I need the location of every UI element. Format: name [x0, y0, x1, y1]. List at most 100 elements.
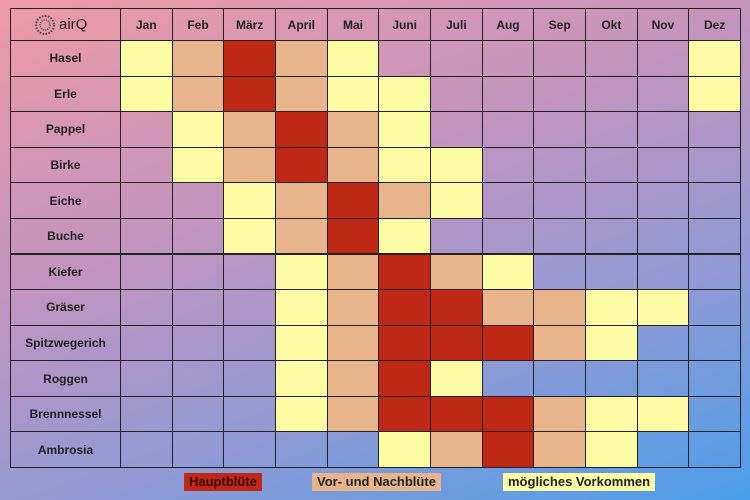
- month-header: Okt: [585, 8, 638, 41]
- empty-cell: [636, 182, 690, 219]
- empty-cell: [171, 395, 225, 433]
- bloom-cell: [326, 182, 380, 219]
- plant-name: Spitzwegerich: [10, 324, 121, 362]
- month-header: Sep: [533, 8, 586, 41]
- empty-cell: [120, 324, 173, 362]
- month-header: Nov: [636, 8, 690, 41]
- bloom-cell: [481, 431, 535, 468]
- bloom-cell: [326, 40, 380, 77]
- bloom-cell: [326, 324, 380, 362]
- plant-name: Pappel: [10, 111, 121, 148]
- month-header: Jan: [120, 8, 173, 41]
- empty-cell: [171, 182, 225, 219]
- bloom-cell: [223, 217, 276, 255]
- empty-cell: [688, 360, 741, 397]
- bloom-cell: [481, 395, 535, 433]
- bloom-cell: [533, 289, 586, 326]
- month-header: Juni: [378, 8, 431, 41]
- empty-cell: [378, 40, 431, 77]
- empty-cell: [533, 182, 586, 219]
- bloom-cell: [430, 395, 483, 433]
- empty-cell: [533, 360, 586, 397]
- month-header: April: [275, 8, 328, 41]
- empty-cell: [481, 111, 535, 148]
- bloom-cell: [275, 146, 328, 184]
- empty-cell: [636, 40, 690, 77]
- empty-cell: [481, 182, 535, 219]
- bloom-cell: [585, 395, 638, 433]
- bloom-cell: [430, 289, 483, 326]
- empty-cell: [223, 395, 276, 433]
- bloom-cell: [481, 289, 535, 326]
- empty-cell: [636, 360, 690, 397]
- legend-entry: Hauptblüte: [184, 473, 262, 491]
- bloom-cell: [585, 324, 638, 362]
- bloom-cell: [223, 182, 276, 219]
- bloom-cell: [378, 324, 431, 362]
- bloom-cell: [326, 111, 380, 148]
- plant-name: Eiche: [10, 182, 121, 219]
- month-header: Juli: [430, 8, 483, 41]
- empty-cell: [223, 289, 276, 326]
- bloom-cell: [430, 146, 483, 184]
- empty-cell: [585, 111, 638, 148]
- empty-cell: [688, 111, 741, 148]
- empty-cell: [585, 360, 638, 397]
- bloom-cell: [378, 182, 431, 219]
- empty-cell: [636, 146, 690, 184]
- logo-text: airQ: [59, 16, 88, 33]
- empty-cell: [326, 431, 380, 468]
- empty-cell: [120, 289, 173, 326]
- empty-cell: [636, 111, 690, 148]
- empty-cell: [430, 111, 483, 148]
- bloom-cell: [481, 253, 535, 291]
- bloom-cell: [275, 217, 328, 255]
- empty-cell: [481, 360, 535, 397]
- empty-cell: [636, 253, 690, 291]
- empty-cell: [585, 217, 638, 255]
- plant-name: Kiefer: [10, 253, 121, 291]
- bloom-cell: [223, 111, 276, 148]
- empty-cell: [533, 75, 586, 113]
- empty-cell: [481, 217, 535, 255]
- empty-cell: [430, 217, 483, 255]
- empty-cell: [688, 395, 741, 433]
- bloom-cell: [533, 324, 586, 362]
- bloom-cell: [326, 253, 380, 291]
- bloom-cell: [275, 360, 328, 397]
- plant-name: Gräser: [10, 289, 121, 326]
- logo-icon: [35, 15, 55, 35]
- bloom-cell: [636, 289, 690, 326]
- empty-cell: [585, 40, 638, 77]
- empty-cell: [223, 360, 276, 397]
- empty-cell: [688, 324, 741, 362]
- bloom-cell: [378, 75, 431, 113]
- empty-cell: [688, 253, 741, 291]
- bloom-cell: [378, 395, 431, 433]
- empty-cell: [120, 431, 173, 468]
- bloom-cell: [275, 40, 328, 77]
- bloom-cell: [171, 111, 225, 148]
- empty-cell: [430, 40, 483, 77]
- empty-cell: [430, 75, 483, 113]
- bloom-cell: [275, 253, 328, 291]
- empty-cell: [275, 431, 328, 468]
- bloom-cell: [378, 360, 431, 397]
- empty-cell: [171, 431, 225, 468]
- empty-cell: [120, 146, 173, 184]
- bloom-cell: [120, 75, 173, 113]
- empty-cell: [636, 431, 690, 468]
- bloom-cell: [275, 289, 328, 326]
- bloom-cell: [223, 40, 276, 77]
- empty-cell: [120, 395, 173, 433]
- empty-cell: [585, 182, 638, 219]
- empty-cell: [585, 75, 638, 113]
- legend-entry: Vor- und Nachblüte: [312, 473, 441, 491]
- bloom-cell: [275, 395, 328, 433]
- bloom-cell: [430, 182, 483, 219]
- bloom-cell: [378, 146, 431, 184]
- empty-cell: [481, 146, 535, 184]
- empty-cell: [120, 360, 173, 397]
- logo-cell: airQ: [10, 8, 121, 41]
